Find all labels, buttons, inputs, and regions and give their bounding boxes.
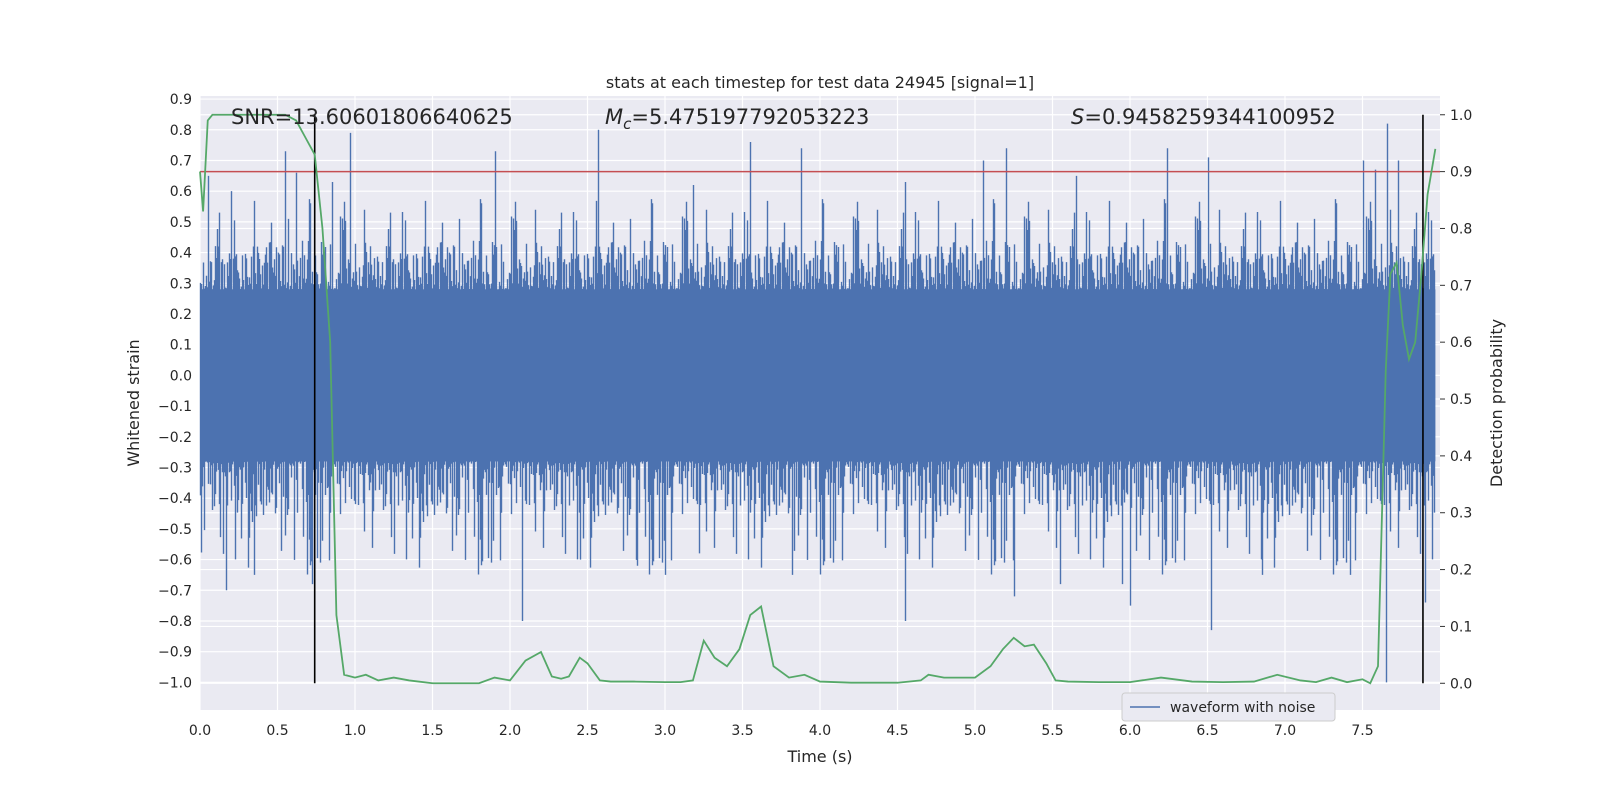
y-tick-label: −0.4 xyxy=(158,491,192,507)
x-tick-label: 6.5 xyxy=(1196,723,1218,739)
y-tick-label: −0.1 xyxy=(158,399,192,415)
y-tick-label: 0.4 xyxy=(170,246,192,262)
y-tick-label: −1.0 xyxy=(158,675,192,691)
y2-tick-label: 0.7 xyxy=(1450,278,1472,294)
x-tick-label: 4.0 xyxy=(809,723,831,739)
y2-tick-label: 0.1 xyxy=(1450,619,1472,635)
x-tick-label: 2.0 xyxy=(499,723,521,739)
x-tick-label: 5.5 xyxy=(1041,723,1063,739)
y2-tick-label: 0.3 xyxy=(1450,506,1472,522)
y-tick-label: 0.6 xyxy=(170,184,192,200)
y-tick-label: 0.7 xyxy=(170,153,192,169)
y2-axis-label: Detection probability xyxy=(1487,319,1506,487)
y2-tick-label: 0.9 xyxy=(1450,165,1472,181)
waveform-core-band xyxy=(200,289,1436,462)
x-tick-label: 5.0 xyxy=(964,723,986,739)
y-tick-label: 0.5 xyxy=(170,215,192,231)
s-statistic-symbol: S xyxy=(1071,105,1084,129)
legend-label: waveform with noise xyxy=(1170,700,1315,716)
overlays xyxy=(200,114,1440,684)
y2-tick-label: 0.4 xyxy=(1450,449,1472,465)
y-tick-label: 0.8 xyxy=(170,123,192,139)
detection-probability-line xyxy=(199,113,1437,685)
y-tick-label: −0.5 xyxy=(158,522,192,538)
y-tick-label: 0.3 xyxy=(170,276,192,292)
y-tick-label: 0.9 xyxy=(170,92,192,108)
chirp-mass-annotation: Mc=5.475197792053223 xyxy=(605,105,869,133)
y-tick-label: 0.1 xyxy=(170,338,192,354)
y-tick-label: −0.9 xyxy=(158,645,192,661)
chart-title: stats at each timestep for test data 249… xyxy=(606,73,1034,92)
x-tick-label: 7.0 xyxy=(1274,723,1296,739)
x-tick-label: 4.5 xyxy=(886,723,908,739)
y2-tick-label: 0.2 xyxy=(1450,563,1472,579)
y2-tick-label: 0.0 xyxy=(1450,676,1472,692)
x-tick-label: 0.0 xyxy=(189,723,211,739)
y-tick-label: 0.2 xyxy=(170,307,192,323)
y2-tick-label: 0.6 xyxy=(1450,335,1472,351)
chirp-mass-value: =5.475197792053223 xyxy=(631,105,869,129)
s-statistic-annotation: S=0.9458259344100952 xyxy=(1071,105,1336,129)
x-axis-label: Time (s) xyxy=(786,747,852,766)
chirp-mass-symbol: M xyxy=(605,105,623,129)
x-tick-label: 3.5 xyxy=(731,723,753,739)
y2-tick-label: 0.8 xyxy=(1450,221,1472,237)
detection-probability-series xyxy=(199,113,1437,685)
y2-tick-label: 0.5 xyxy=(1450,392,1472,408)
legend-box xyxy=(1121,692,1336,722)
chirp-mass-subscript: c xyxy=(623,115,632,133)
y-tick-label: −0.7 xyxy=(158,583,192,599)
y-tick-label: −0.3 xyxy=(158,460,192,476)
y-tick-label: −0.6 xyxy=(158,553,192,569)
x-tick-label: 2.5 xyxy=(576,723,598,739)
x-tick-label: 6.0 xyxy=(1119,723,1141,739)
y2-tick-label: 1.0 xyxy=(1450,108,1472,124)
x-tick-label: 1.5 xyxy=(421,723,443,739)
y-tick-label: 0.0 xyxy=(170,368,192,384)
legend: waveform with noise xyxy=(1121,692,1336,722)
x-tick-label: 1.0 xyxy=(344,723,366,739)
snr-annotation: SNR=13.60601806640625 xyxy=(231,105,513,129)
x-tick-label: 3.0 xyxy=(654,723,676,739)
x-tick-label: 7.5 xyxy=(1351,723,1373,739)
y-tick-label: −0.8 xyxy=(158,614,192,630)
y-tick-label: −0.2 xyxy=(158,430,192,446)
s-statistic-value: =0.9458259344100952 xyxy=(1084,105,1335,129)
waveform-with-noise-series xyxy=(199,123,1436,683)
x-tick-label: 0.5 xyxy=(266,723,288,739)
axis-ticks: 0.9 0.8 0.7 0.6 0.5 0.4 0.3 0.2 0.1 0.0 −0.1 −0.2 −0… xyxy=(158,92,1472,739)
y-axis-label: Whitened strain xyxy=(124,339,143,466)
